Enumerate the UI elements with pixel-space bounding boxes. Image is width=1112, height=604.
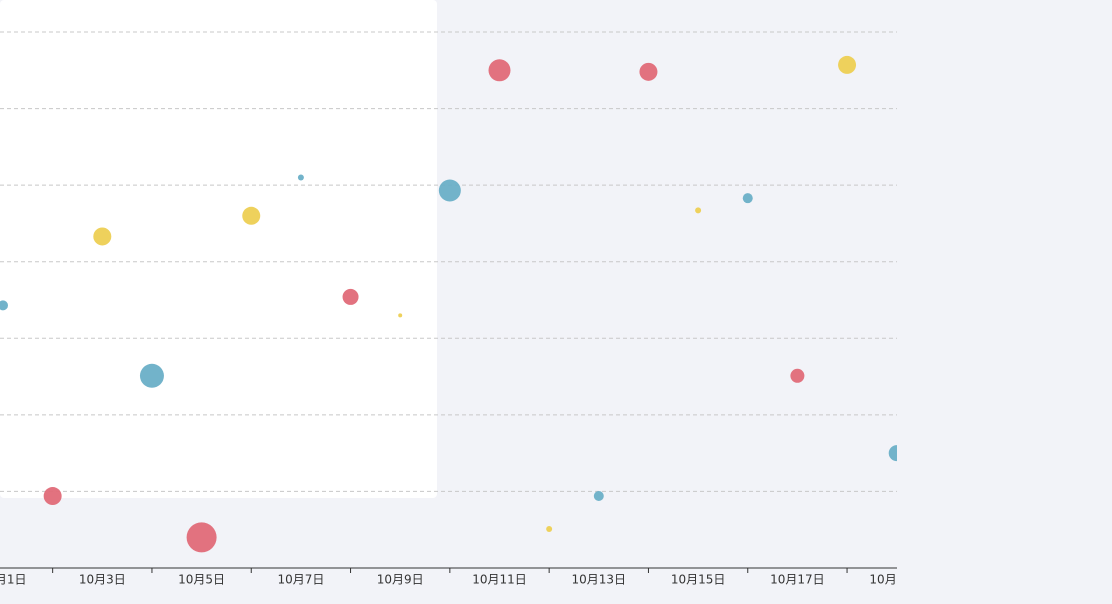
x-tick-label: 10月15日 xyxy=(671,573,726,587)
bubble xyxy=(139,363,164,388)
panel xyxy=(0,0,437,498)
bubble xyxy=(790,368,805,383)
bubble xyxy=(0,300,8,311)
bubble xyxy=(398,313,403,318)
bubble xyxy=(438,179,461,202)
plot: 123456710月1日10月3日10月5日10月7日10月9日10月11日10… xyxy=(0,31,924,587)
x-tick-label: 10月7日 xyxy=(277,573,324,587)
bubble xyxy=(43,487,62,506)
bubble xyxy=(488,59,511,82)
bubble xyxy=(593,491,604,502)
x-tick-label: 10月19日 xyxy=(869,573,924,587)
x-tick-label: 10月9日 xyxy=(377,573,424,587)
bubble xyxy=(342,288,359,305)
x-tick-label: 10月11日 xyxy=(472,573,527,587)
bubble xyxy=(639,62,658,81)
x-tick-label: 10月3日 xyxy=(79,573,126,587)
bubble xyxy=(838,55,857,74)
x-tick-label: 10月13日 xyxy=(572,573,627,587)
bubble xyxy=(546,525,553,532)
bubble xyxy=(242,206,261,225)
bubble xyxy=(93,227,112,246)
bubble xyxy=(888,445,897,462)
bubble xyxy=(742,193,753,204)
x-tick-label: 10月17日 xyxy=(770,573,825,587)
x-tick-label: 10月1日 xyxy=(0,573,26,587)
bubble xyxy=(186,522,217,553)
bubble xyxy=(297,174,304,181)
x-tick-label: 10月5日 xyxy=(178,573,225,587)
bubble xyxy=(695,207,702,214)
